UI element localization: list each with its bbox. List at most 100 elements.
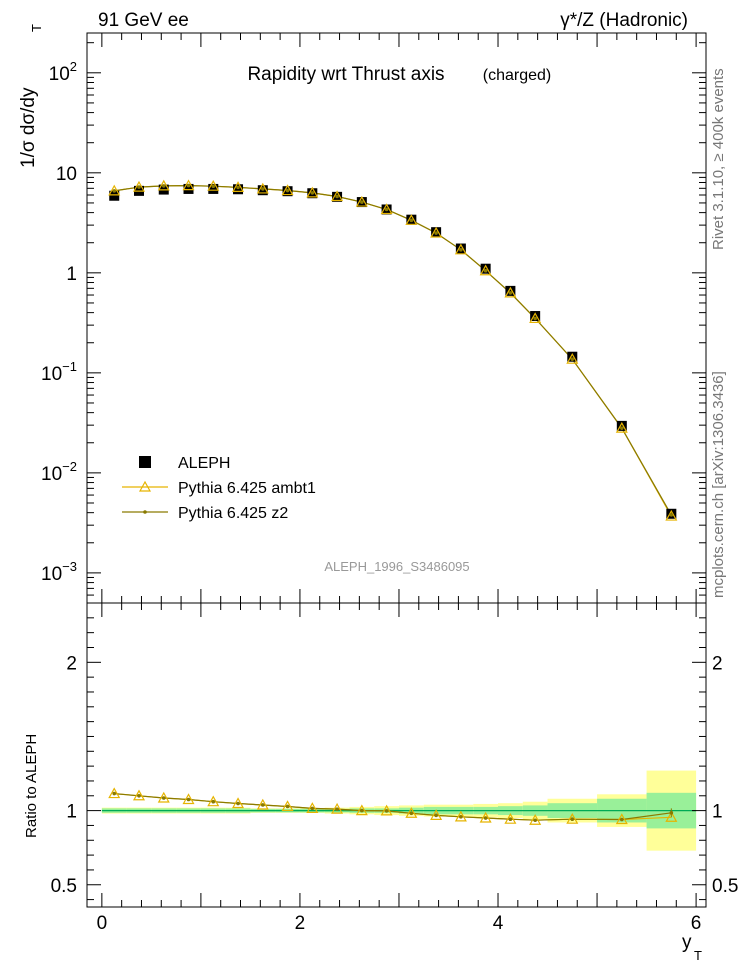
legend-entry-aleph: ALEPH: [178, 455, 230, 472]
chart-subtitle: (charged): [483, 67, 551, 84]
mcplots-source-label: mcplots.cern.ch [arXiv:1306.3436]: [710, 371, 727, 598]
data-point-ambt1: [306, 186, 319, 198]
ratio-point-ambt1: [256, 798, 269, 810]
data-point-aleph: [233, 184, 244, 195]
ratio-point-ambt1: [108, 787, 121, 799]
data-point-ambt1: [132, 180, 146, 192]
ratio-point-ambt1: [405, 807, 418, 818]
ratio-point-ambt1: [380, 804, 393, 816]
data-point-aleph: [505, 285, 516, 296]
ratio-point-ambt1: [355, 804, 368, 816]
header-right: γ*/Z (Hadronic): [560, 10, 688, 31]
ratio-point-ambt1: [454, 810, 467, 822]
y-tick-label: 10−1: [41, 359, 77, 385]
data-point-ambt1: [529, 312, 542, 324]
rivet-version-label: Rivet 3.1.10, ≥ 400k events: [710, 68, 727, 250]
ratio-y-axis-title: Ratio to ALEPH: [23, 734, 40, 838]
data-point-z2: [409, 218, 414, 223]
ratio-y-tick-label-right: 2: [712, 653, 723, 674]
data-point-ambt1: [108, 184, 121, 196]
data-point-z2: [211, 184, 216, 188]
data-point-ambt1: [157, 179, 170, 191]
y-axis-title: 1/σ dσ/dy T: [18, 24, 44, 168]
data-point-ambt1: [454, 243, 467, 255]
x-tick-label: 4: [493, 913, 504, 934]
y-tick-label: 10: [56, 164, 77, 185]
legend-entry-ambt1: Pythia 6.425 ambt1: [178, 480, 316, 497]
data-point-ambt1: [232, 181, 245, 192]
data-point-ambt1: [182, 179, 195, 191]
ratio-y-tick-label: 1: [66, 802, 77, 823]
data-point-z2: [533, 316, 537, 321]
ratio-y-tick-label-right: 1: [712, 802, 723, 823]
data-point-z2: [137, 185, 141, 189]
data-point-ambt1: [207, 179, 220, 191]
data-point-z2: [459, 247, 463, 252]
ratio-point-ambt1: [157, 791, 170, 803]
legend-marker-dot: [143, 510, 147, 514]
x-axis-title-text: y: [682, 932, 692, 953]
data-point-ambt1: [479, 264, 492, 276]
data-point-ambt1: [566, 352, 579, 364]
y-tick-label: 10−2: [41, 459, 77, 485]
data-point-z2: [434, 231, 438, 235]
legend-marker-square: [139, 456, 151, 468]
data-point-ambt1: [504, 286, 517, 298]
ratio-point-ambt1: [281, 800, 294, 812]
ratio-point-ambt1: [182, 793, 195, 805]
y-tick-label: 102: [49, 59, 77, 85]
ratio-point-ambt1: [529, 814, 542, 825]
data-point-z2: [260, 187, 265, 191]
ratio-y-tick-label: 0.5: [51, 876, 77, 897]
y-axis-title-subscript: T: [29, 24, 44, 32]
ratio-panel: 0.5 0.5 1 1 2 2 0 2 4 6 Ratio to ALEPH y T: [23, 602, 738, 963]
ratio-point-ambt1: [306, 802, 319, 813]
data-point-ambt1: [331, 190, 344, 202]
data-point-ambt1: [615, 421, 628, 433]
data-point-z2: [161, 184, 166, 188]
y-axis-title-text: 1/σ dσ/dy: [18, 87, 39, 168]
x-axis-title-subscript: T: [694, 948, 702, 963]
data-point-aleph: [208, 183, 219, 194]
data-point-z2: [335, 194, 339, 199]
data-point-z2: [570, 357, 575, 361]
data-point-aleph: [530, 311, 541, 322]
ratio-y-tick-label: 2: [66, 653, 77, 674]
ratio-y-tick-label-right: 0.5: [712, 876, 738, 897]
data-point-z2: [669, 513, 674, 517]
analysis-watermark: ALEPH_1996_S3486095: [324, 559, 469, 574]
data-point-z2: [620, 426, 624, 430]
data-point-aleph: [616, 420, 627, 431]
data-point-ambt1: [380, 203, 393, 215]
data-point-aleph: [480, 263, 491, 274]
data-point-z2: [384, 207, 389, 212]
legend: ALEPH Pythia 6.425 ambt1 Pythia 6.425 z2: [122, 455, 316, 522]
data-point-ambt1: [665, 509, 678, 521]
data-point-z2: [483, 268, 488, 273]
data-point-z2: [112, 189, 117, 193]
x-tick-label: 2: [295, 913, 306, 934]
data-point-aleph: [109, 190, 120, 201]
ratio-point-ambt1: [207, 795, 220, 807]
ratio-point-ambt1: [479, 811, 492, 823]
x-axis-title: y T: [682, 932, 702, 963]
data-point-z2: [310, 191, 315, 195]
header-left: 91 GeV ee: [98, 10, 189, 31]
x-tick-label: 0: [97, 913, 108, 934]
y-tick-label: 1: [66, 264, 77, 285]
data-point-z2: [285, 188, 290, 193]
data-point-z2: [236, 185, 240, 190]
ratio-point-ambt1: [566, 812, 579, 824]
data-point-ambt1: [430, 226, 443, 238]
data-point-ambt1: [256, 182, 269, 194]
data-point-aleph: [567, 351, 578, 362]
ratio-point-ambt1: [665, 811, 678, 822]
data-point-aleph: [183, 183, 194, 194]
ratio-point-ambt1: [615, 813, 628, 825]
ratio-point-ambt1: [504, 812, 517, 824]
ratio-point-ambt1: [232, 797, 245, 809]
data-point-z2: [508, 291, 513, 295]
chart-title: Rapidity wrt Thrust axis: [247, 64, 444, 85]
